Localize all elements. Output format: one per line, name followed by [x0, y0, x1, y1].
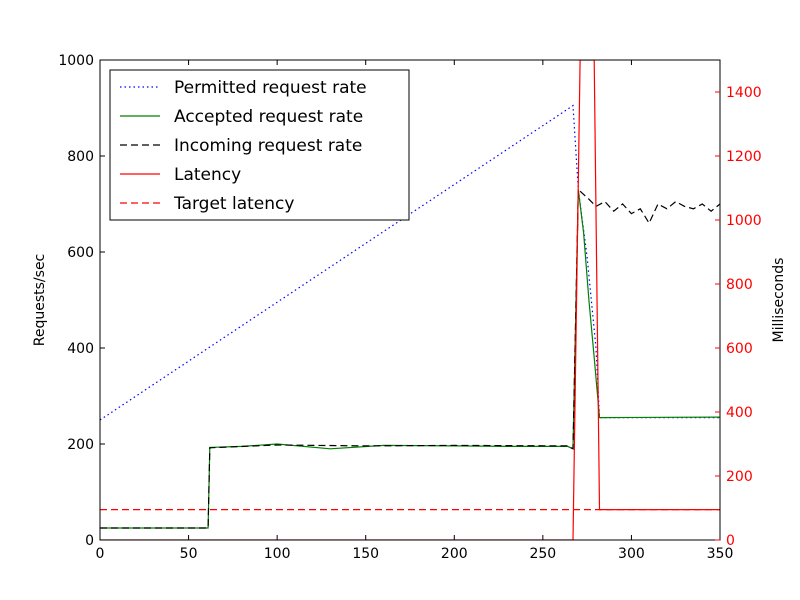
y-tick-label: 800	[67, 149, 94, 165]
y-right-tick-label: 600	[726, 341, 753, 357]
y-right-tick-label: 400	[726, 405, 753, 421]
legend: Permitted request rate Accepted request r…	[109, 69, 410, 221]
x-tick-label: 50	[180, 546, 198, 562]
y-tick-label: 400	[67, 341, 94, 357]
legend-label-target-latency: Target latency	[173, 194, 294, 214]
x-tick-label: 200	[441, 546, 468, 562]
series-line-accepted-request-rate	[100, 189, 720, 529]
y-tick-label: 600	[67, 245, 94, 261]
y-axis-label: Requests/sec	[32, 254, 48, 346]
y-right-tick-label: 1200	[726, 149, 762, 165]
series-layer	[100, 60, 720, 540]
y-right-tick-label: 800	[726, 277, 753, 293]
y-axis-right-label: Milliseconds	[771, 258, 787, 343]
x-tick-label: 150	[352, 546, 379, 562]
y-right-tick-label: 0	[726, 533, 735, 549]
y-tick-label: 200	[67, 437, 94, 453]
x-tick-label: 0	[96, 546, 105, 562]
legend-label-accepted-request-rate: Accepted request rate	[174, 107, 363, 127]
ticks-layer: 0 50 100 150 200 250 300 3500200400600800100002…	[58, 53, 761, 562]
y-right-tick-label: 1000	[726, 213, 762, 229]
legend-label-permitted-request-rate: Permitted request rate	[174, 78, 367, 98]
series-line-permitted-request-rate	[100, 104, 720, 421]
y-tick-label: 0	[85, 533, 94, 549]
plot-frame	[99, 59, 721, 541]
x-tick-label: 250	[529, 546, 556, 562]
x-tick-label: 300	[618, 546, 645, 562]
y-right-tick-label: 1400	[726, 85, 762, 101]
x-tick-label: 350	[707, 546, 734, 562]
y-tick-label: 1000	[58, 53, 94, 69]
legend-label-incoming-request-rate: Incoming request rate	[174, 136, 362, 156]
x-tick-label: 100	[264, 546, 291, 562]
legend-label-latency: Latency	[174, 165, 241, 185]
series-line-incoming-request-rate	[100, 188, 720, 529]
y-right-tick-label: 200	[726, 469, 753, 485]
